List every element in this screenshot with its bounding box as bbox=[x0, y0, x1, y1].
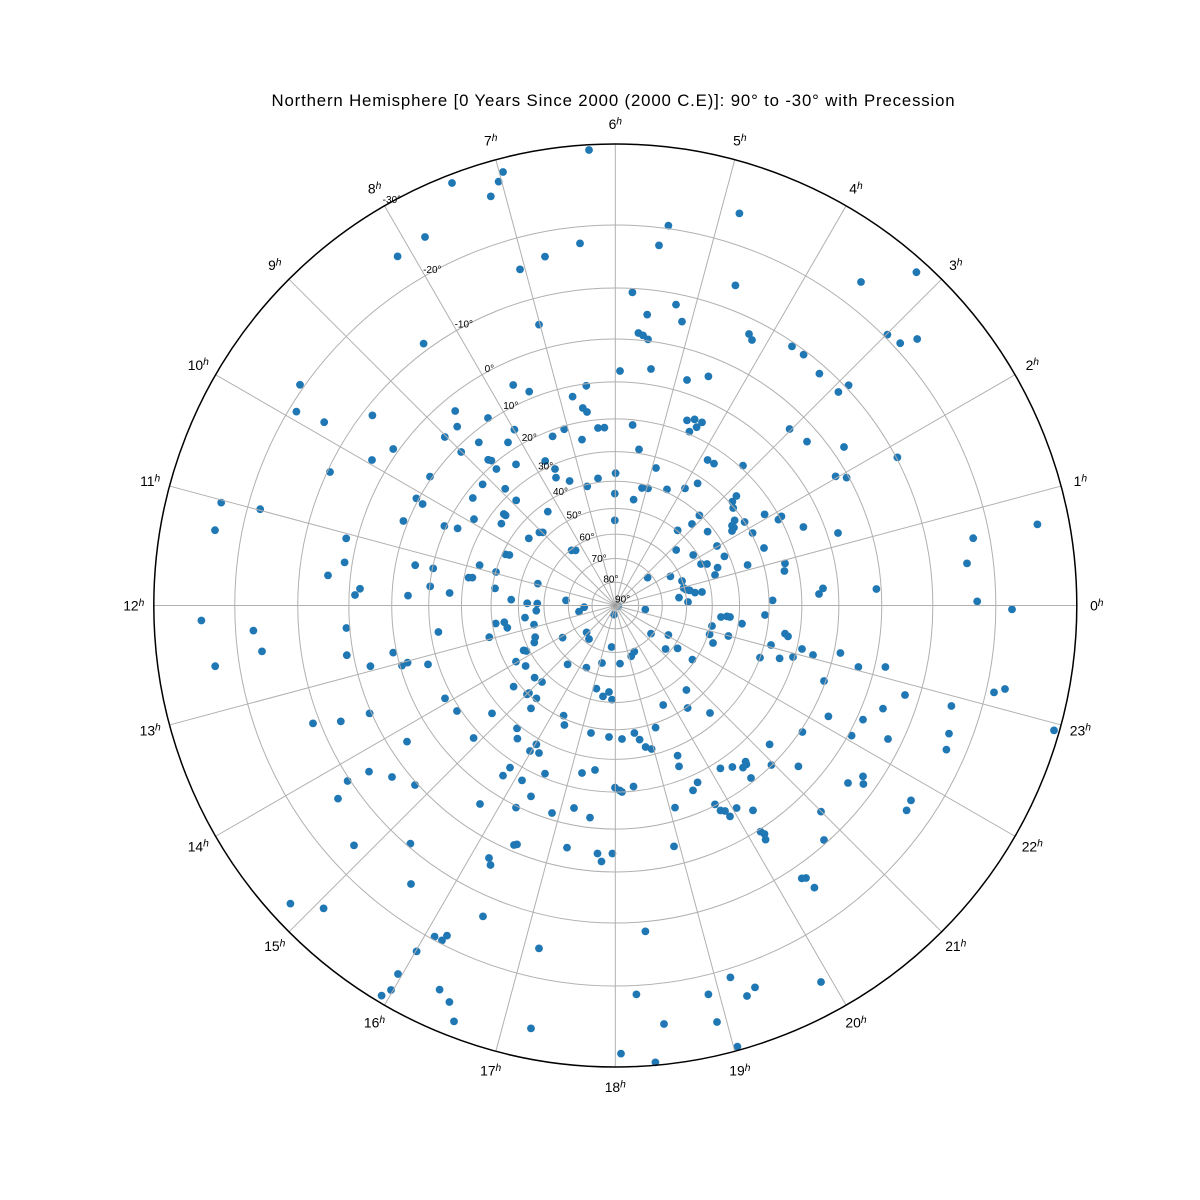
svg-text:-30°: -30° bbox=[383, 195, 401, 206]
svg-text:30°: 30° bbox=[538, 461, 553, 472]
svg-text:80°: 80° bbox=[603, 574, 618, 585]
svg-text:60°: 60° bbox=[579, 533, 594, 544]
svg-text:10°: 10° bbox=[503, 401, 518, 412]
svg-text:0°: 0° bbox=[485, 364, 495, 375]
svg-text:Northern Hemisphere [0 Years S: Northern Hemisphere [0 Years Since 2000 … bbox=[271, 91, 955, 110]
svg-text:70°: 70° bbox=[592, 554, 607, 565]
svg-text:-10°: -10° bbox=[455, 320, 473, 331]
svg-text:20°: 20° bbox=[522, 433, 537, 444]
svg-text:50°: 50° bbox=[567, 511, 582, 522]
svg-text:40°: 40° bbox=[553, 487, 568, 498]
svg-text:90°: 90° bbox=[615, 595, 630, 606]
svg-text:-20°: -20° bbox=[423, 265, 441, 276]
